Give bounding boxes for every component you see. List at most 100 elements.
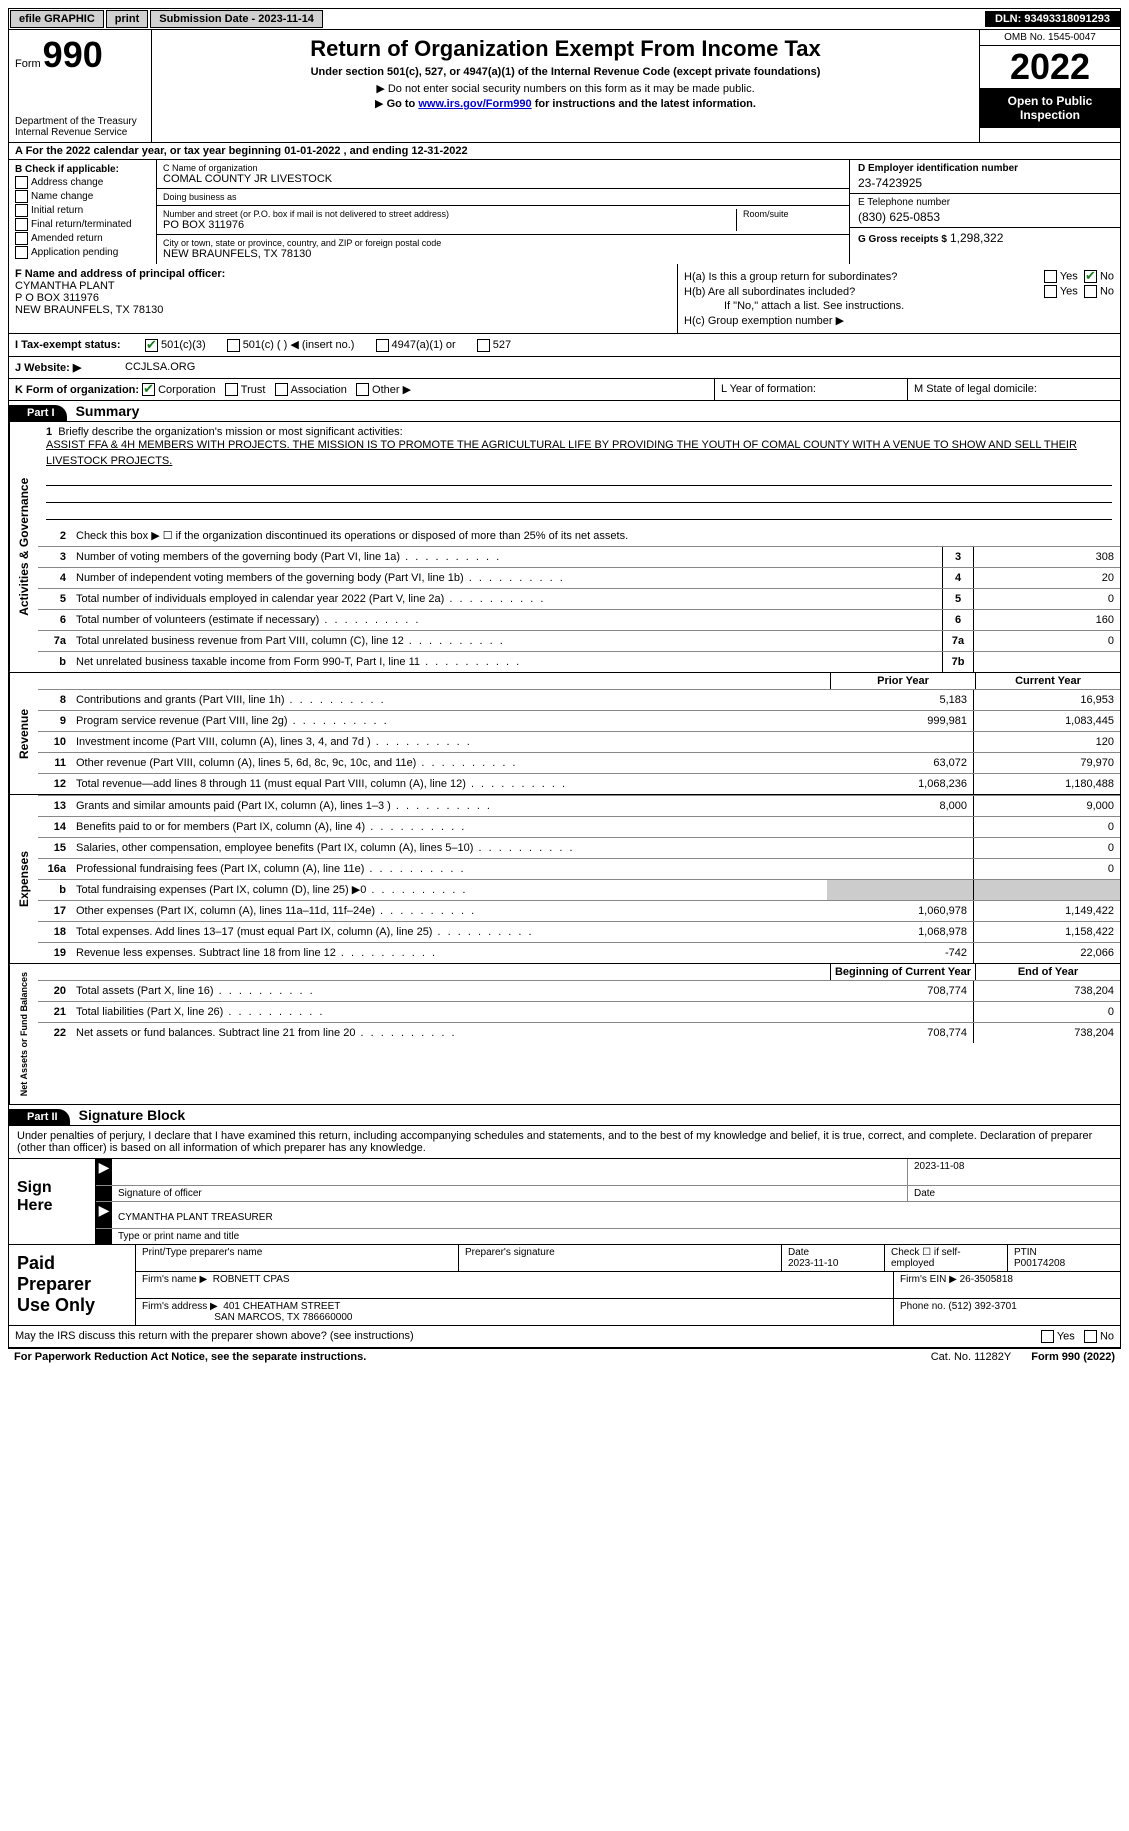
part1-body: Activities & Governance 1 Briefly descri… — [8, 422, 1121, 1105]
firm-phone: (512) 392-3701 — [948, 1301, 1016, 1312]
top-bar: efile GRAPHIC print Submission Date - 20… — [8, 8, 1121, 30]
form-title: Return of Organization Exempt From Incom… — [158, 36, 973, 62]
summary-line-10: 10Investment income (Part VIII, column (… — [38, 731, 1120, 752]
officer-sig-date: 2023-11-08 — [907, 1159, 1120, 1185]
ha-no[interactable] — [1084, 270, 1097, 283]
year-formation: L Year of formation: — [714, 379, 907, 401]
section-c: C Name of organization COMAL COUNTY JR L… — [157, 160, 849, 264]
check-initial-return[interactable]: Initial return — [15, 204, 150, 217]
firm-ein: 26-3505818 — [960, 1274, 1013, 1285]
summary-line-3: 3Number of voting members of the governi… — [38, 546, 1120, 567]
signature-block: Under penalties of perjury, I declare th… — [8, 1126, 1121, 1348]
summary-line-11: 11Other revenue (Part VIII, column (A), … — [38, 752, 1120, 773]
summary-line-6: 6Total number of volunteers (estimate if… — [38, 609, 1120, 630]
firm-addr2: SAN MARCOS, TX 786660000 — [214, 1312, 352, 1323]
check-name-change[interactable]: Name change — [15, 190, 150, 203]
org-trust[interactable]: Trust — [225, 384, 266, 396]
summary-line-12: 12Total revenue—add lines 8 through 11 (… — [38, 773, 1120, 794]
efile-button[interactable]: efile GRAPHIC — [10, 10, 104, 28]
check-address-change[interactable]: Address change — [15, 176, 150, 189]
section-de: D Employer identification number 23-7423… — [849, 160, 1120, 264]
summary-line-4: 4Number of independent voting members of… — [38, 567, 1120, 588]
firm-addr1: 401 CHEATHAM STREET — [223, 1301, 340, 1312]
arrow-icon: ▶ — [96, 1159, 112, 1185]
officer-block: F Name and address of principal officer:… — [8, 264, 1121, 334]
officer-addr1: P O BOX 311976 — [15, 292, 671, 304]
row-a-tax-year: A For the 2022 calendar year, or tax yea… — [8, 143, 1121, 160]
summary-line-9: 9Program service revenue (Part VIII, lin… — [38, 710, 1120, 731]
dln: DLN: 93493318091293 — [985, 11, 1120, 27]
row-j-website: J Website: ▶ CCJLSA.ORG — [8, 357, 1121, 379]
check-final-return[interactable]: Final return/terminated — [15, 218, 150, 231]
form-note-2: Go to www.irs.gov/Form990 for instructio… — [158, 97, 973, 110]
part1-header: Part I — [9, 405, 67, 421]
arrow-icon: ▶ — [96, 1202, 112, 1228]
submission-date: Submission Date - 2023-11-14 — [150, 10, 323, 28]
paid-preparer-label: Paid Preparer Use Only — [9, 1245, 136, 1325]
summary-line-14: 14Benefits paid to or for members (Part … — [38, 816, 1120, 837]
summary-line-5: 5Total number of individuals employed in… — [38, 588, 1120, 609]
street-address: PO BOX 311976 — [163, 219, 736, 231]
check-application-pending[interactable]: Application pending — [15, 246, 150, 259]
summary-line-13: 13Grants and similar amounts paid (Part … — [38, 795, 1120, 816]
page-footer: For Paperwork Reduction Act Notice, see … — [8, 1348, 1121, 1365]
form-subtitle: Under section 501(c), 527, or 4947(a)(1)… — [158, 66, 973, 78]
side-expenses: Expenses — [9, 795, 38, 963]
form-note-1: Do not enter social security numbers on … — [158, 82, 973, 95]
row-k-form-org: K Form of organization: Corporation Trus… — [8, 379, 1121, 402]
identity-block: B Check if applicable: Address change Na… — [8, 160, 1121, 264]
section-b: B Check if applicable: Address change Na… — [9, 160, 157, 264]
summary-line-8: 8Contributions and grants (Part VIII, li… — [38, 689, 1120, 710]
omb-number: OMB No. 1545-0047 — [980, 30, 1120, 46]
officer-addr2: NEW BRAUNFELS, TX 78130 — [15, 304, 671, 316]
self-employed-check[interactable]: Check ☐ if self-employed — [885, 1245, 1008, 1271]
status-501c3[interactable]: 501(c)(3) — [145, 339, 206, 351]
print-button[interactable]: print — [106, 10, 148, 28]
hb-yes[interactable] — [1044, 285, 1057, 298]
summary-line-b: bNet unrelated business taxable income f… — [38, 651, 1120, 672]
tax-year: 2022 — [980, 46, 1120, 88]
ein: 23-7423925 — [858, 176, 1112, 190]
gross-receipts: 1,298,322 — [950, 231, 1003, 245]
part1-title: Summary — [70, 403, 140, 419]
summary-line-7a: 7aTotal unrelated business revenue from … — [38, 630, 1120, 651]
open-to-public: Open to Public Inspection — [980, 88, 1120, 128]
side-revenue: Revenue — [9, 673, 38, 794]
website: CCJLSA.ORG — [125, 361, 195, 373]
org-name: COMAL COUNTY JR LIVESTOCK — [163, 173, 843, 185]
status-4947[interactable]: 4947(a)(1) or — [376, 339, 456, 351]
side-activities: Activities & Governance — [9, 422, 38, 672]
ha-yes[interactable] — [1044, 270, 1057, 283]
check-amended[interactable]: Amended return — [15, 232, 150, 245]
state-domicile: M State of legal domicile: — [907, 379, 1120, 401]
mission-statement: ASSIST FFA & 4H MEMBERS WITH PROJECTS. T… — [46, 438, 1112, 469]
preparer-date: 2023-11-10 — [788, 1258, 838, 1269]
org-corp[interactable]: Corporation — [142, 384, 215, 396]
summary-line-b: bTotal fundraising expenses (Part IX, co… — [38, 879, 1120, 900]
status-501c[interactable]: 501(c) ( ) ◀ (insert no.) — [227, 339, 355, 351]
part2-header: Part II — [9, 1109, 70, 1125]
hb-no[interactable] — [1084, 285, 1097, 298]
discuss-no[interactable] — [1084, 1330, 1097, 1343]
department: Department of the Treasury Internal Reve… — [15, 116, 145, 138]
telephone: (830) 625-0853 — [858, 210, 1112, 224]
city-state-zip: NEW BRAUNFELS, TX 78130 — [163, 248, 843, 260]
part2-title: Signature Block — [73, 1107, 186, 1123]
summary-line-17: 17Other expenses (Part IX, column (A), l… — [38, 900, 1120, 921]
summary-line-20: 20Total assets (Part X, line 16)708,7747… — [38, 980, 1120, 1001]
ptin: P00174208 — [1014, 1258, 1065, 1269]
org-assoc[interactable]: Association — [275, 384, 347, 396]
form-number: Form 990 — [15, 34, 145, 76]
summary-line-22: 22Net assets or fund balances. Subtract … — [38, 1022, 1120, 1043]
sign-here-label: Sign Here — [9, 1159, 96, 1244]
perjury-declaration: Under penalties of perjury, I declare th… — [9, 1126, 1120, 1158]
firm-name: ROBNETT CPAS — [213, 1274, 290, 1285]
officer-name: CYMANTHA PLANT — [15, 280, 671, 292]
summary-line-15: 15Salaries, other compensation, employee… — [38, 837, 1120, 858]
form-header: Form 990 Department of the Treasury Inte… — [8, 30, 1121, 143]
discuss-yes[interactable] — [1041, 1330, 1054, 1343]
status-527[interactable]: 527 — [477, 339, 511, 351]
irs-link[interactable]: www.irs.gov/Form990 — [418, 98, 531, 110]
org-other[interactable]: Other ▶ — [356, 384, 411, 396]
row-i-tax-status: I Tax-exempt status: 501(c)(3) 501(c) ( … — [8, 334, 1121, 357]
